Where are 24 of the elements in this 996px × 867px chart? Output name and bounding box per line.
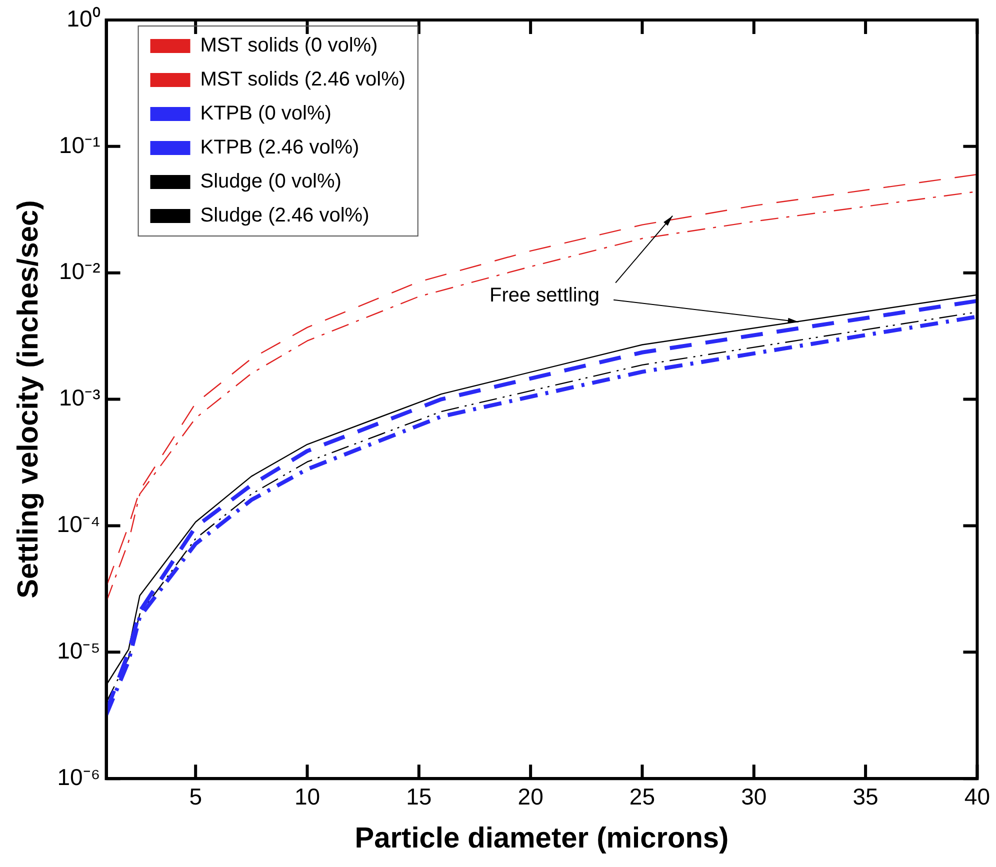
legend-label: MST solids (2.46 vol%) bbox=[200, 68, 406, 91]
legend-label: Sludge (2.46 vol%) bbox=[200, 204, 370, 227]
legend-label: KTPB (2.46 vol%) bbox=[200, 136, 360, 159]
x-tick-label: 20 bbox=[518, 784, 544, 810]
y-axis-title: Settling velocity (inches/sec) bbox=[12, 200, 44, 598]
x-tick-label: 25 bbox=[629, 784, 656, 810]
y-tick-label: 10⁻³ bbox=[59, 384, 101, 411]
legend-label: Sludge (0 vol%) bbox=[200, 170, 342, 193]
y-tick-label: 10⁰ bbox=[66, 5, 100, 32]
y-tick-label: 10⁻¹ bbox=[59, 132, 101, 158]
y-tick-label: 10⁻⁴ bbox=[56, 511, 100, 538]
x-tick-label: 10 bbox=[294, 784, 320, 810]
annotation: Free settling bbox=[490, 284, 600, 306]
x-axis-title: Particle diameter (microns) bbox=[354, 822, 729, 855]
x-tick-label: 35 bbox=[852, 784, 878, 810]
y-tick-label: 10⁻⁵ bbox=[57, 638, 100, 664]
x-tick-label: 15 bbox=[406, 784, 432, 810]
x-tick-label: 30 bbox=[741, 784, 767, 810]
x-tick-label: 5 bbox=[189, 784, 202, 810]
x-tick-label: 40 bbox=[964, 784, 990, 810]
y-tick-label: 10⁻² bbox=[59, 258, 101, 284]
legend-label: MST solids (0 vol%) bbox=[200, 34, 378, 57]
legend-label: KTPB (0 vol%) bbox=[200, 102, 332, 125]
y-tick-label: 10⁻⁶ bbox=[57, 764, 100, 790]
